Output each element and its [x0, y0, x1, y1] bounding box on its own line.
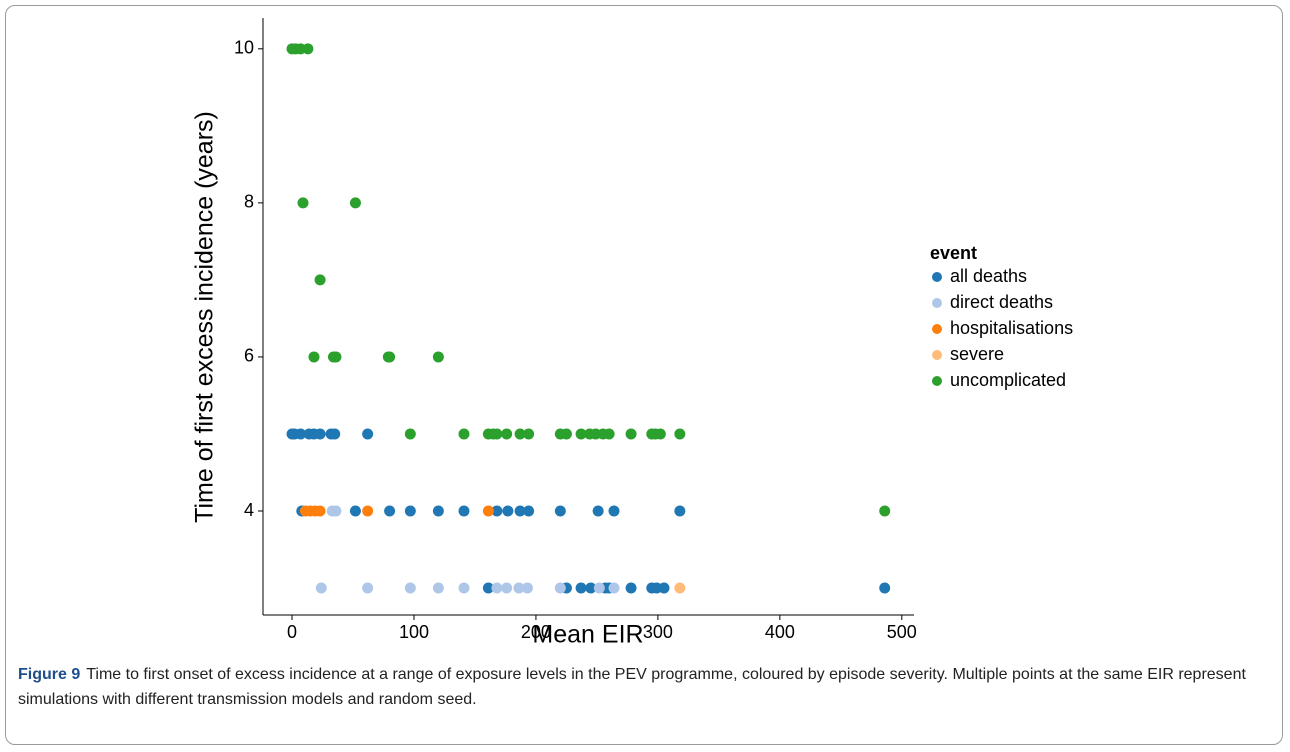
point: [879, 582, 891, 594]
point: [501, 428, 513, 440]
point: [362, 505, 374, 517]
point: [404, 428, 416, 440]
point: [514, 505, 526, 517]
point: [330, 351, 342, 363]
point: [404, 582, 416, 594]
x-tick-label: 0: [287, 622, 297, 642]
point: [554, 505, 566, 517]
caption-label: Figure 9: [18, 666, 81, 683]
point: [432, 582, 444, 594]
point: [315, 582, 327, 594]
point: [603, 428, 615, 440]
point: [491, 505, 503, 517]
point: [554, 582, 566, 594]
point: [302, 43, 314, 55]
point: [593, 582, 605, 594]
legend-label: uncomplicated: [950, 370, 1066, 390]
point: [384, 351, 396, 363]
point: [491, 428, 503, 440]
legend-label: hospitalisations: [950, 318, 1073, 338]
point: [501, 582, 513, 594]
point: [314, 428, 326, 440]
point: [514, 428, 526, 440]
point: [521, 582, 533, 594]
point: [585, 582, 597, 594]
caption: Figure 9 Time to first onset of excess in…: [18, 662, 1276, 712]
point: [879, 505, 891, 517]
point: [523, 428, 535, 440]
point: [502, 505, 514, 517]
point: [458, 582, 470, 594]
y-axis-title: Time of first excess incidence (years): [191, 111, 219, 523]
figure-frame: [5, 5, 1283, 745]
point: [329, 428, 341, 440]
legend-label: severe: [950, 344, 1004, 364]
legend-marker: [932, 298, 942, 308]
x-axis-title: Mean EIR: [532, 621, 643, 649]
point: [314, 505, 326, 517]
point: [674, 582, 686, 594]
point: [349, 197, 361, 209]
x-tick-label: 300: [643, 622, 673, 642]
point: [308, 351, 320, 363]
chart: Time of first excess incidence (years) M…: [191, 18, 1073, 649]
point: [297, 197, 309, 209]
point: [592, 505, 604, 517]
legend-marker: [932, 272, 942, 282]
point: [608, 505, 620, 517]
legend-title: event: [930, 243, 977, 263]
point: [362, 582, 374, 594]
point: [658, 582, 670, 594]
y-tick-label: 4: [244, 500, 254, 520]
point: [349, 505, 361, 517]
legend-marker: [932, 350, 942, 360]
x-tick-label: 500: [887, 622, 917, 642]
y-tick-label: 6: [244, 346, 254, 366]
point: [513, 582, 525, 594]
x-tick-label: 100: [399, 622, 429, 642]
point: [330, 505, 342, 517]
point: [674, 428, 686, 440]
x-tick-label: 200: [521, 622, 551, 642]
point: [458, 505, 470, 517]
point: [523, 505, 535, 517]
point: [295, 428, 307, 440]
point: [560, 428, 572, 440]
point: [674, 505, 686, 517]
point: [491, 582, 503, 594]
legend-label: direct deaths: [950, 292, 1053, 312]
point: [362, 428, 374, 440]
legend-marker: [932, 324, 942, 334]
point: [432, 505, 444, 517]
point: [482, 582, 494, 594]
point: [404, 505, 416, 517]
y-tick-label: 8: [244, 192, 254, 212]
point: [458, 428, 470, 440]
y-tick-label: 10: [234, 38, 254, 58]
point: [482, 505, 494, 517]
point: [575, 428, 587, 440]
point: [608, 582, 620, 594]
point: [384, 505, 396, 517]
point: [625, 582, 637, 594]
legend-marker: [932, 376, 942, 386]
x-tick-label: 400: [765, 622, 795, 642]
legend-label: all deaths: [950, 266, 1027, 286]
caption-text: Time to first onset of excess incidence …: [18, 666, 1246, 708]
point: [432, 351, 444, 363]
point: [654, 428, 666, 440]
point: [625, 428, 637, 440]
point: [314, 274, 326, 286]
point: [575, 582, 587, 594]
